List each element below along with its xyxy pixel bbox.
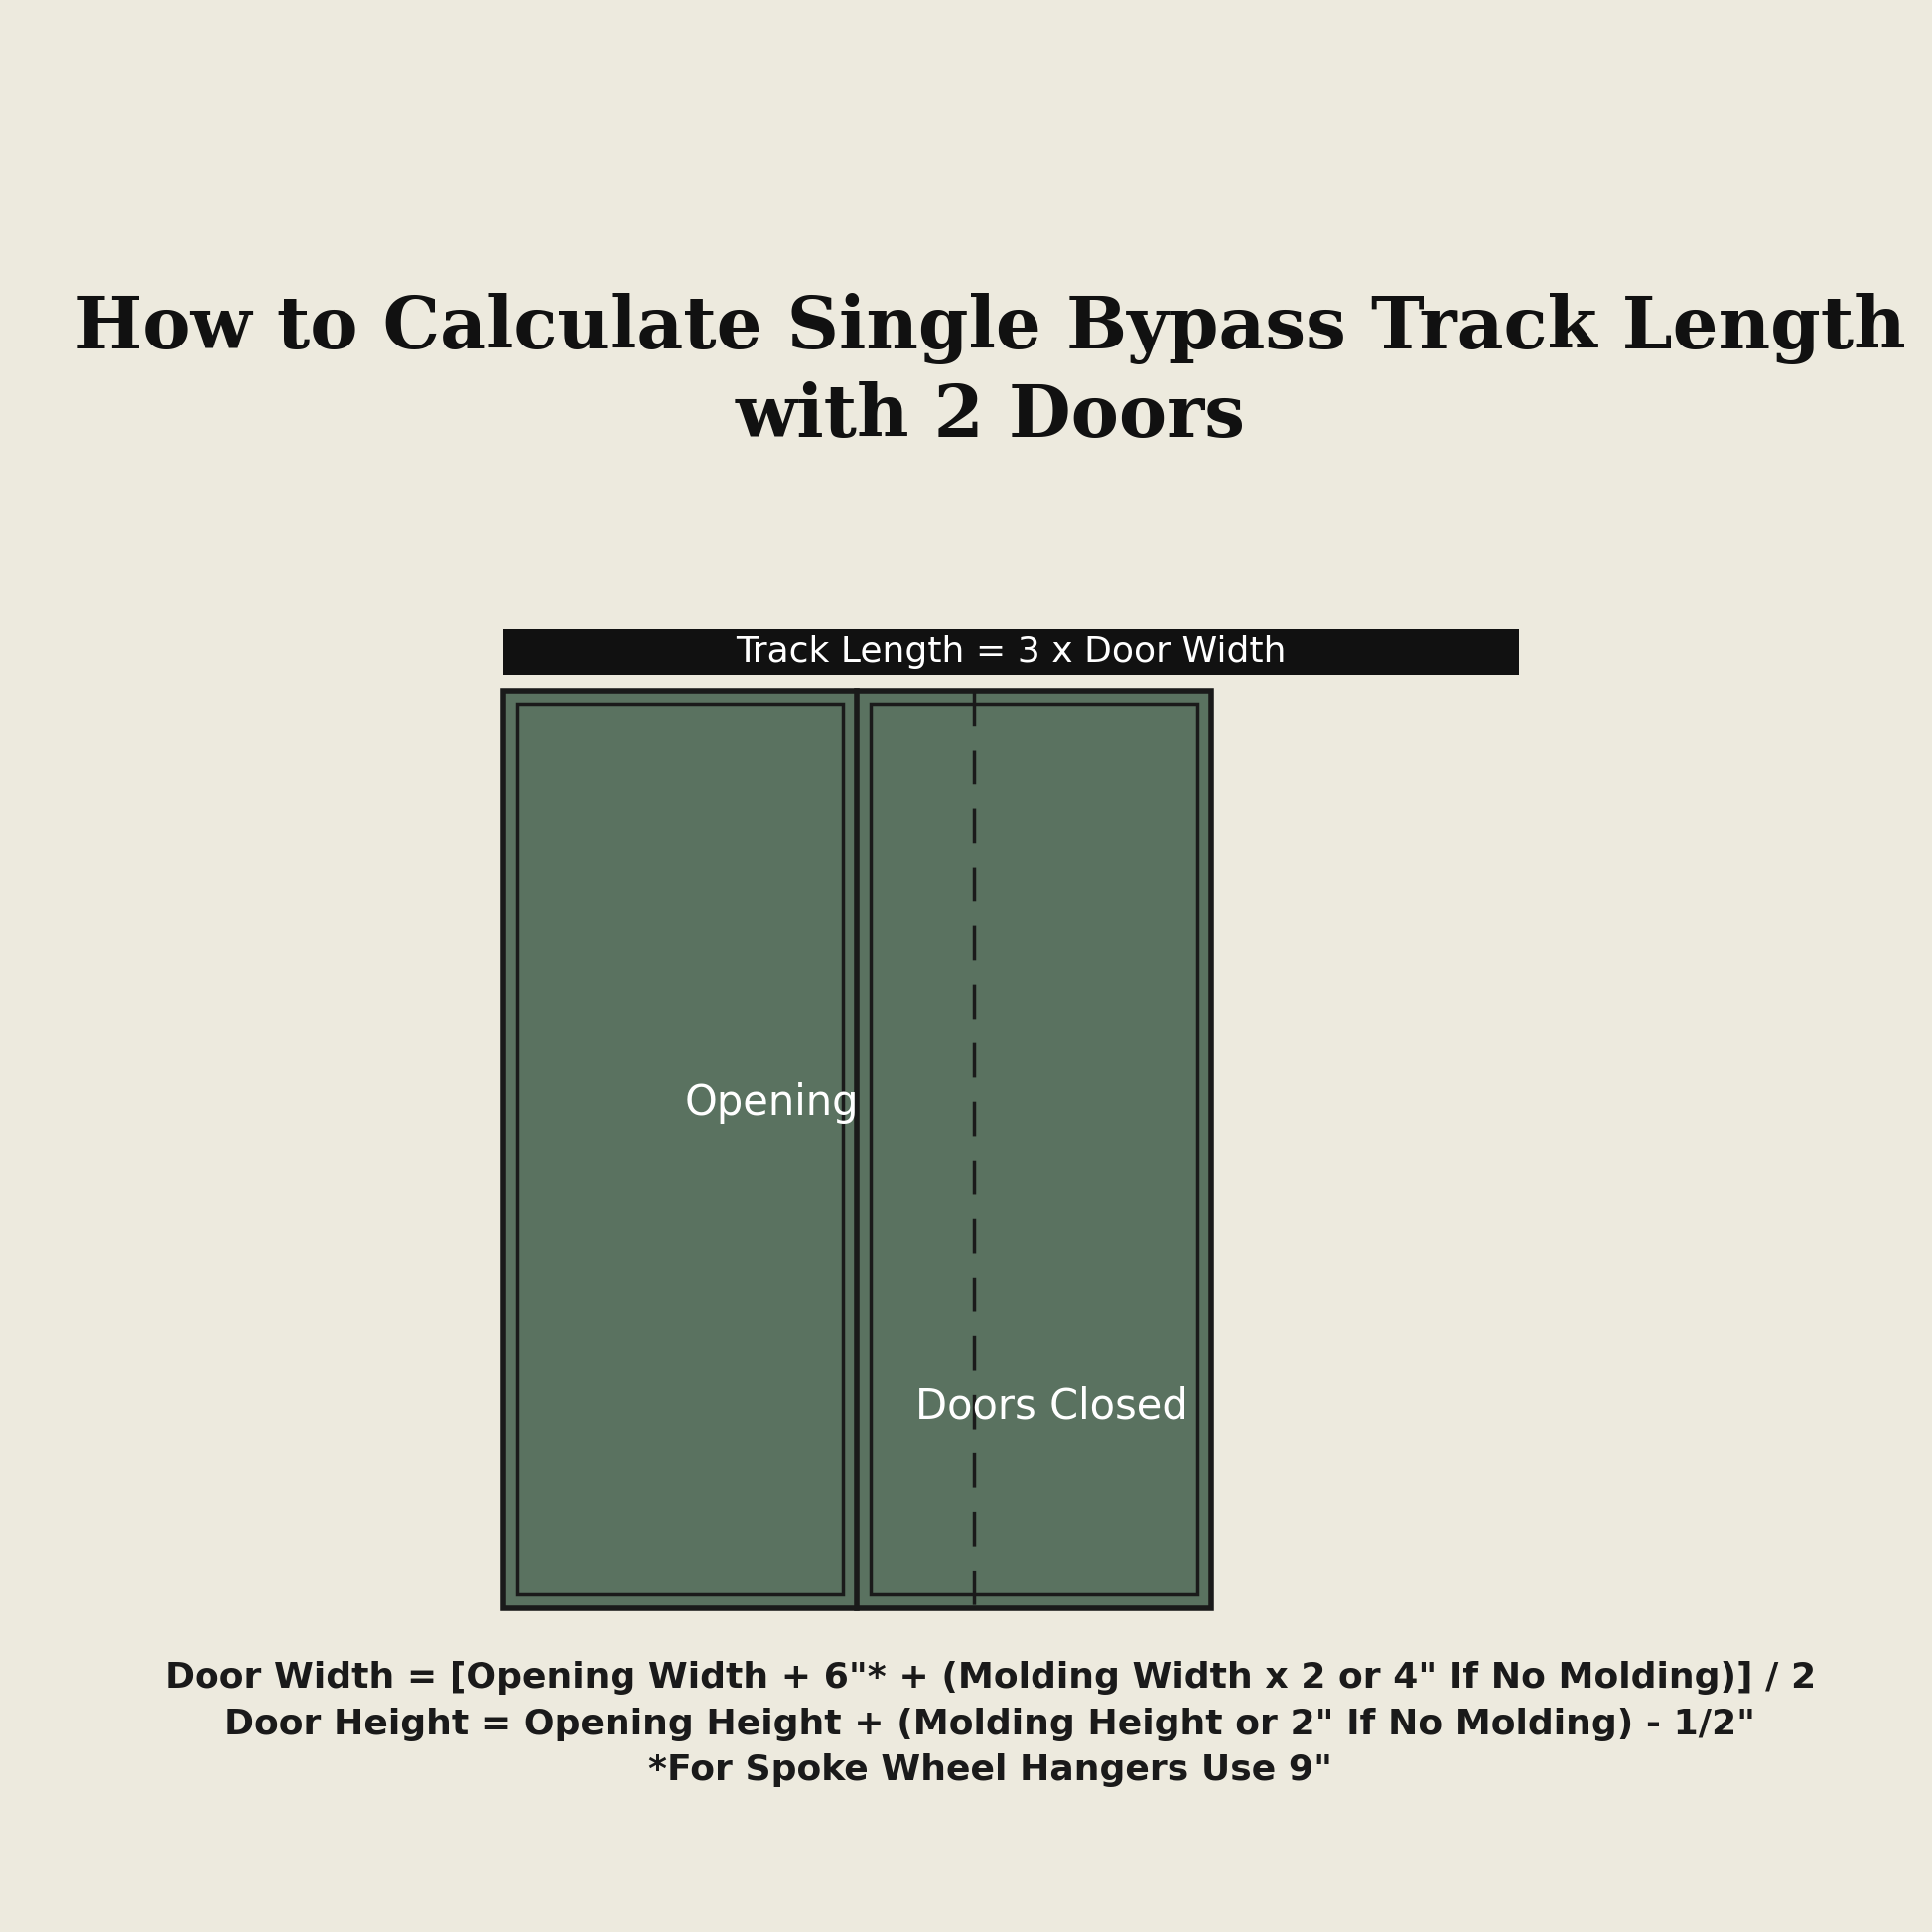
Text: Track Length = 3 x Door Width: Track Length = 3 x Door Width	[736, 636, 1287, 668]
Bar	[518, 705, 842, 1594]
Text: How to Calculate Single Bypass Track Length
with 2 Doors: How to Calculate Single Bypass Track Len…	[75, 294, 1905, 452]
Text: *For Spoke Wheel Hangers Use 9": *For Spoke Wheel Hangers Use 9"	[647, 1752, 1333, 1787]
Text: Opening: Opening	[686, 1082, 860, 1124]
Bar	[502, 630, 1519, 674]
Text: Door Width = [Opening Width + 6"* + (Molding Width x 2 or 4" If No Molding)] / 2: Door Width = [Opening Width + 6"* + (Mol…	[164, 1662, 1816, 1694]
Bar	[871, 705, 1198, 1594]
Bar	[502, 690, 1211, 1607]
Text: Doors Closed: Doors Closed	[916, 1385, 1188, 1428]
Text: Door Height = Opening Height + (Molding Height or 2" If No Molding) - 1/2": Door Height = Opening Height + (Molding …	[224, 1708, 1756, 1741]
